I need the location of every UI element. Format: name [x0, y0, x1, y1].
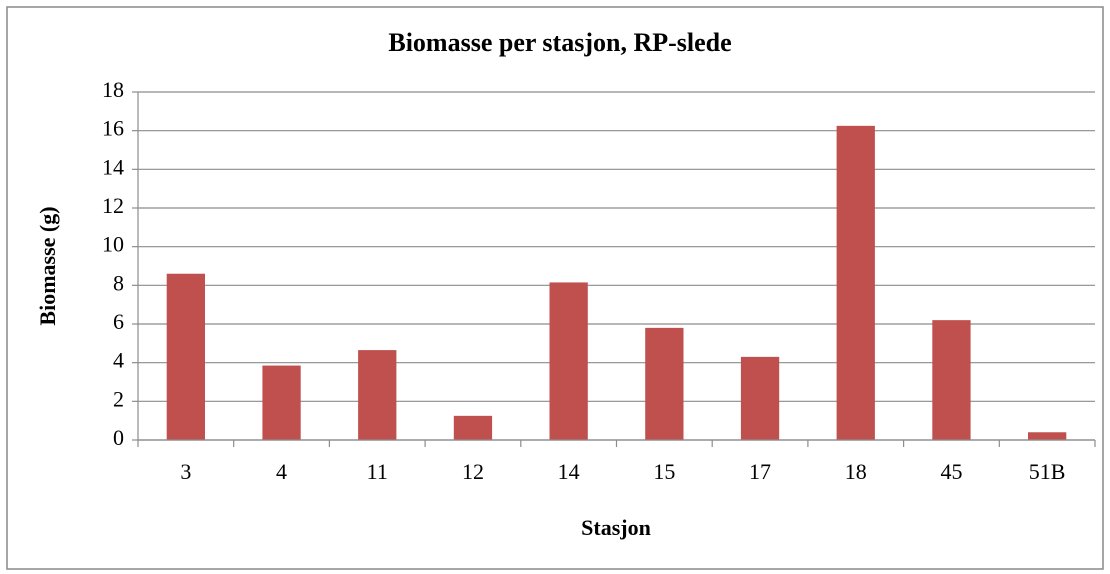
bar	[358, 350, 397, 440]
y-tick-label: 10	[102, 232, 124, 257]
bar	[166, 273, 205, 440]
y-tick-label: 12	[102, 193, 124, 218]
x-tick-label: 17	[749, 459, 771, 484]
bar	[453, 415, 493, 440]
x-tick-label: 45	[940, 459, 962, 484]
bar	[740, 356, 780, 440]
x-tick-label: 4	[276, 459, 287, 484]
y-tick-label: 2	[113, 386, 124, 411]
y-tick-label: 0	[113, 425, 124, 450]
y-tick-label: 16	[102, 116, 124, 141]
x-tick-label: 51B	[1029, 459, 1066, 484]
y-tick-label: 18	[102, 77, 124, 102]
bar	[645, 327, 684, 440]
y-tick-label: 14	[102, 154, 124, 179]
chart-title: Biomasse per stasjon, RP-slede	[388, 28, 731, 57]
bar	[549, 282, 588, 440]
x-tick-label: 14	[558, 459, 580, 484]
y-axis-label: Biomasse (g)	[35, 206, 60, 325]
y-tick-label: 4	[113, 348, 124, 373]
x-axis-label: Stasjon	[581, 515, 651, 540]
y-tick-label: 6	[113, 309, 124, 334]
x-tick-label: 15	[653, 459, 675, 484]
bar	[262, 365, 301, 440]
bar	[932, 320, 971, 440]
x-tick-label: 18	[845, 459, 867, 484]
bar	[836, 125, 875, 440]
y-tick-label: 8	[113, 270, 124, 295]
x-tick-label: 12	[462, 459, 484, 484]
x-tick-label: 11	[367, 459, 388, 484]
bar	[1028, 432, 1067, 440]
x-tick-label: 3	[180, 459, 191, 484]
